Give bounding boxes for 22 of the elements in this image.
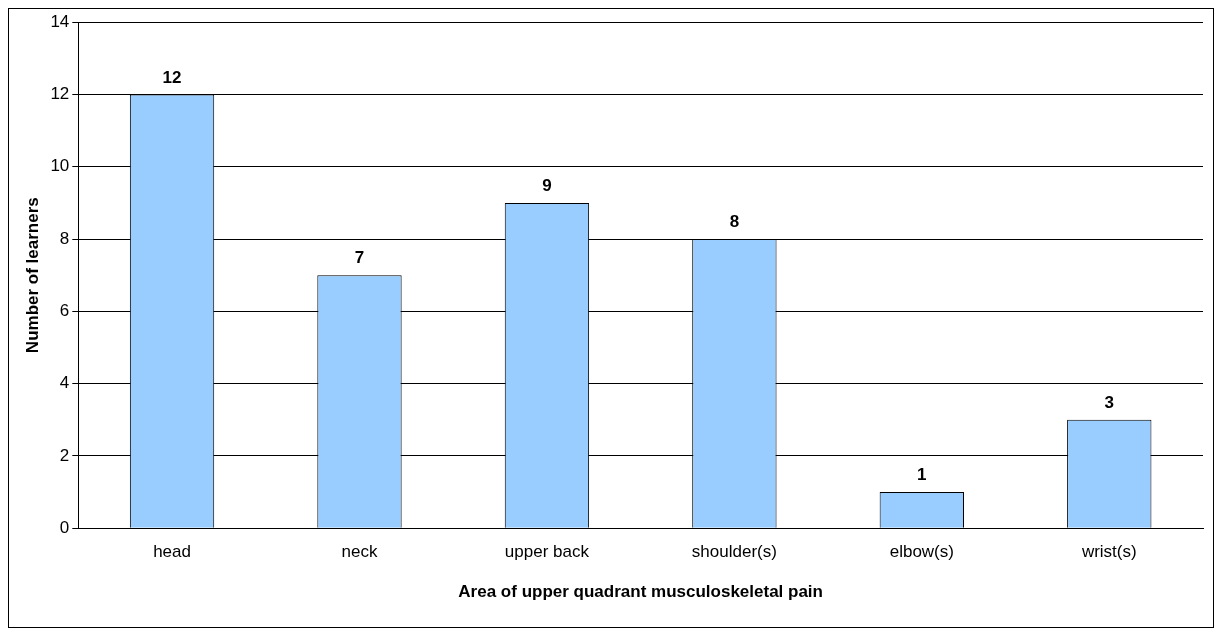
data-label: 8 — [729, 212, 740, 232]
y-tick-label: 8 — [59, 228, 70, 248]
x-tick-label: upper back — [504, 542, 590, 562]
y-tick-label: 4 — [59, 373, 70, 393]
data-label: 12 — [162, 67, 182, 87]
x-tick-label: elbow(s) — [889, 542, 954, 562]
x-tick-label: wrist(s) — [1080, 542, 1137, 562]
y-tick-label: 6 — [59, 301, 70, 321]
data-label: 3 — [1104, 392, 1115, 412]
data-label: 1 — [917, 465, 927, 485]
x-axis-title: Area of upper quadrant musculoskeletal pain — [458, 582, 823, 602]
y-tick-label: 10 — [50, 156, 70, 176]
x-tick-label: neck — [341, 542, 378, 562]
x-tick-label: shoulder(s) — [691, 542, 777, 562]
y-tick-label: 14 — [50, 11, 70, 31]
y-axis-title: Number of learners — [22, 197, 42, 354]
y-tick-label: 12 — [50, 84, 70, 104]
x-tick-label: head — [153, 542, 191, 562]
data-label: 7 — [354, 248, 365, 268]
y-tick-label: 0 — [59, 517, 70, 537]
data-label: 9 — [542, 176, 552, 196]
y-tick-label: 2 — [59, 445, 70, 465]
